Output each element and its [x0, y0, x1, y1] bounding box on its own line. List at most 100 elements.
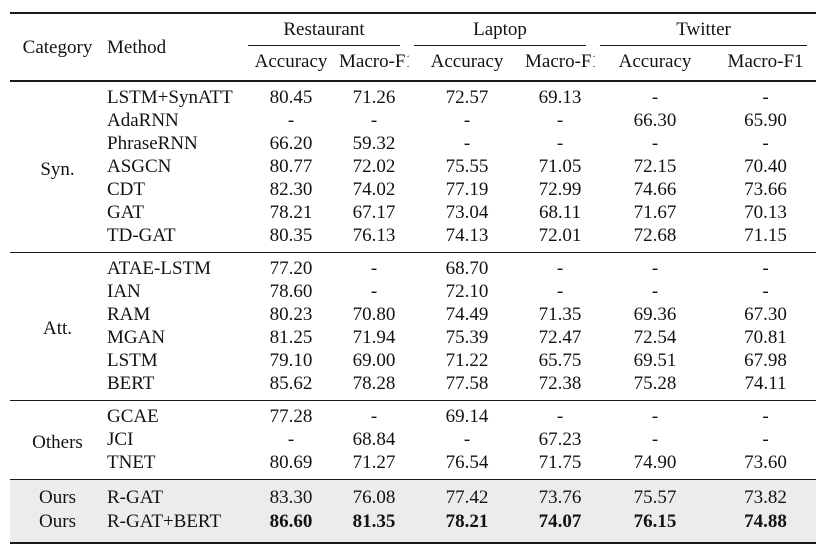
value-cell: 80.45	[269, 87, 313, 108]
value-cell: -	[762, 281, 769, 302]
method-cell: TNET	[107, 452, 156, 473]
table-row: LSTM 79.10 69.00 71.22 65.75 69.51 67.98	[10, 349, 816, 372]
header-category: Category	[22, 36, 93, 58]
value-cell: 72.99	[538, 179, 582, 200]
value-cell: -	[762, 406, 769, 427]
value-cell: 72.01	[538, 225, 582, 246]
method-cell: R-GAT	[105, 479, 243, 510]
method-cell: ATAE-LSTM	[107, 258, 212, 279]
group-others: Others GCAE 77.28-69.14- - - JCI -68.84-67.23-…	[10, 400, 817, 480]
group-ours: Ours R-GAT 83.30 76.08 77.42 73.76 75.57 73.82 O…	[10, 479, 817, 543]
value-cell: 75.55	[445, 156, 489, 177]
table-row: RAM 80.23 70.80 74.49 71.35 69.36 67.30	[10, 303, 816, 326]
value-cell: 70.81	[744, 327, 787, 348]
method-cell: LSTM	[107, 350, 158, 371]
value-cell: 68.70	[445, 258, 489, 279]
value-cell: 80.23	[269, 304, 313, 325]
value-cell: -	[556, 110, 564, 131]
value-cell: 73.66	[744, 179, 787, 200]
value-cell: 67.98	[744, 350, 787, 371]
value-cell: -	[287, 110, 295, 131]
value-cell: 74.49	[445, 304, 489, 325]
value-cell: 69.36	[633, 304, 677, 325]
value-cell: -	[370, 110, 378, 131]
value-cell: 76.13	[352, 225, 396, 246]
table-row: BERT 85.62 78.28 77.58 72.38 75.28 74.11	[10, 372, 816, 401]
value-cell: 70.13	[744, 202, 787, 223]
value-cell: -	[651, 133, 659, 154]
value-cell: 69.51	[633, 350, 677, 371]
table-row: Syn. LSTM+SynATT 80.45 71.26 72.57 69.13- -	[10, 81, 816, 180]
value-cell: -	[651, 258, 659, 279]
table-row: TNET 80.69 71.27 76.54 71.75 74.90 73.60	[10, 451, 816, 480]
value-cell: 72.15	[633, 156, 677, 177]
value-cell: 73.60	[744, 452, 787, 473]
value-cell: 78.21	[409, 510, 526, 543]
value-cell: 75.28	[633, 373, 677, 394]
value-cell: 80.77	[269, 156, 313, 177]
value-cell: 82.30	[269, 179, 313, 200]
method-cell: TD-GAT	[107, 225, 176, 246]
value-cell: 71.75	[538, 452, 582, 473]
value-cell: -	[463, 110, 471, 131]
table-row: ASGCN 80.77 72.02 75.55 71.05 72.15 70.40	[10, 155, 816, 178]
value-cell: -	[762, 258, 769, 279]
value-cell: -	[370, 281, 378, 302]
header-dataset-twitter: Twitter	[595, 13, 816, 46]
value-cell: -	[556, 133, 564, 154]
value-cell: 70.40	[744, 156, 787, 177]
method-cell: ASGCN	[107, 156, 172, 177]
value-cell: 59.32	[352, 133, 396, 154]
table-row: IAN 78.60 - 72.10 - - -	[10, 280, 816, 303]
category-cell: Ours	[10, 479, 105, 510]
header-dataset-restaurant-label: Restaurant	[248, 18, 401, 46]
table-row: PhraseRNN 66.20 59.32 - - - -	[10, 132, 816, 155]
value-cell: -	[762, 87, 769, 108]
value-cell: 71.22	[445, 350, 489, 371]
value-cell: 74.07	[525, 510, 596, 543]
value-cell: 69.13	[538, 87, 582, 108]
value-cell: 77.42	[409, 479, 526, 510]
value-cell: 65.90	[744, 110, 787, 131]
method-cell: PhraseRNN	[107, 133, 198, 154]
group-att: Att. ATAE-LSTM 77.20-68.70- - - IAN 78.60-72.1…	[10, 252, 817, 401]
value-cell: -	[463, 133, 471, 154]
value-cell: 85.62	[269, 373, 313, 394]
method-cell: GCAE	[107, 406, 159, 427]
value-cell: 80.35	[269, 225, 313, 246]
value-cell: 74.88	[715, 510, 817, 543]
method-cell: AdaRNN	[107, 110, 179, 131]
table-row: GAT 78.21 67.17 73.04 68.11 71.67 70.13	[10, 201, 816, 224]
header-metric-laptop-macrof1: Macro-F1	[525, 51, 596, 72]
value-cell: 67.23	[538, 429, 582, 450]
value-cell: 75.39	[445, 327, 489, 348]
value-cell: -	[287, 429, 295, 450]
header-method: Method	[107, 36, 167, 58]
value-cell: 79.10	[269, 350, 313, 371]
method-cell: BERT	[107, 373, 155, 394]
method-cell: RAM	[107, 304, 151, 325]
table-row: Others GCAE 77.28-69.14- - -	[10, 401, 816, 453]
value-cell: 83.30	[243, 479, 339, 510]
value-cell: -	[651, 429, 659, 450]
value-cell: 65.75	[538, 350, 582, 371]
value-cell: 73.76	[525, 479, 596, 510]
value-cell: -	[556, 281, 564, 302]
header-dataset-laptop: Laptop	[409, 13, 595, 46]
dataset-header-row: Category Method Restaurant Laptop Twitte…	[10, 13, 816, 58]
table-row: JCI - 68.84 - 67.23 - -	[10, 428, 816, 451]
value-cell: 74.13	[445, 225, 489, 246]
method-cell: MGAN	[107, 327, 166, 348]
method-cell: LSTM+SynATT	[107, 87, 233, 108]
value-cell: 77.28	[269, 406, 313, 427]
value-cell: 76.15	[595, 510, 716, 543]
group-syn: Syn. LSTM+SynATT 80.45 71.26 72.57 69.13- - Ada…	[10, 81, 817, 253]
value-cell: -	[556, 406, 564, 427]
value-cell: 78.28	[352, 373, 396, 394]
header-metric-twitter-accuracy: Accuracy	[618, 51, 692, 72]
method-cell: CDT	[107, 179, 145, 200]
value-cell: 68.11	[539, 202, 582, 223]
value-cell: -	[651, 281, 659, 302]
value-cell: 74.66	[633, 179, 677, 200]
value-cell: -	[463, 429, 471, 450]
